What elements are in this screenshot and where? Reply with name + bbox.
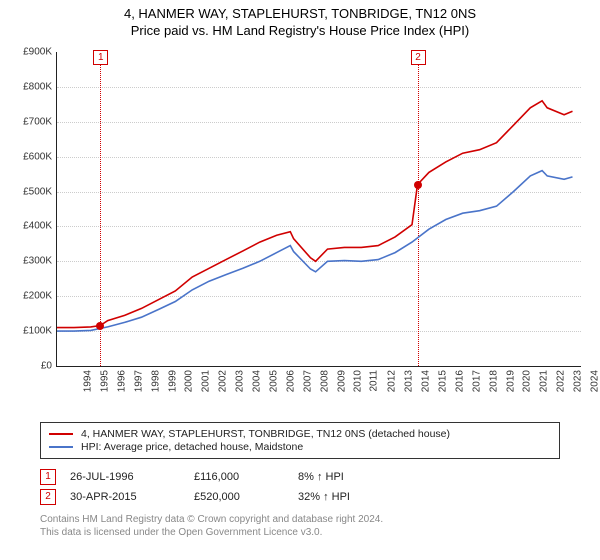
marker-badge: 1 — [93, 50, 108, 65]
legend-label: 4, HANMER WAY, STAPLEHURST, TONBRIDGE, T… — [81, 428, 450, 440]
sale-price: £520,000 — [194, 491, 284, 503]
series-svg — [57, 52, 581, 366]
series-hpi — [57, 171, 573, 332]
x-axis-label: 1995 — [99, 370, 110, 392]
x-axis-label: 1997 — [133, 370, 144, 392]
sale-badge: 2 — [40, 489, 56, 505]
sale-badge: 1 — [40, 469, 56, 485]
x-axis-label: 2022 — [556, 370, 567, 392]
x-axis-label: 2014 — [420, 370, 431, 392]
x-axis-label: 2009 — [336, 370, 347, 392]
x-axis-label: 2021 — [539, 370, 550, 392]
x-axis-label: 2007 — [302, 370, 313, 392]
x-axis-label: 2008 — [319, 370, 330, 392]
attribution: Contains HM Land Registry data © Crown c… — [40, 513, 560, 539]
x-axis-label: 1999 — [167, 370, 178, 392]
x-axis-label: 2004 — [251, 370, 262, 392]
y-axis-label: £200K — [2, 291, 52, 302]
sale-price: £116,000 — [194, 471, 284, 483]
marker-dot — [96, 322, 104, 330]
x-axis-label: 2015 — [437, 370, 448, 392]
attribution-line2: This data is licensed under the Open Gov… — [40, 526, 560, 539]
sale-hpi: 8% ↑ HPI — [298, 471, 344, 483]
legend-box: 4, HANMER WAY, STAPLEHURST, TONBRIDGE, T… — [40, 422, 560, 459]
x-axis-label: 2018 — [488, 370, 499, 392]
x-axis-label: 2020 — [522, 370, 533, 392]
chart-title-line1: 4, HANMER WAY, STAPLEHURST, TONBRIDGE, T… — [0, 6, 600, 21]
marker-badge: 2 — [411, 50, 426, 65]
chart-title-line2: Price paid vs. HM Land Registry's House … — [0, 23, 600, 38]
x-axis-label: 2017 — [471, 370, 482, 392]
y-axis-label: £100K — [2, 326, 52, 337]
y-axis-label: £800K — [2, 81, 52, 92]
x-axis-label: 2005 — [268, 370, 279, 392]
x-axis-label: 2010 — [353, 370, 364, 392]
sale-row: 2 30-APR-2015 £520,000 32% ↑ HPI — [40, 489, 560, 505]
chart-area: 12 £0£100K£200K£300K£400K£500K£600K£700K… — [0, 46, 600, 416]
x-axis-label: 2013 — [403, 370, 414, 392]
sale-row: 1 26-JUL-1996 £116,000 8% ↑ HPI — [40, 469, 560, 485]
sale-hpi: 32% ↑ HPI — [298, 491, 350, 503]
x-axis-label: 2023 — [572, 370, 583, 392]
plot-area: 12 — [56, 52, 581, 367]
sale-date: 30-APR-2015 — [70, 491, 180, 503]
x-axis-label: 2000 — [184, 370, 195, 392]
legend-swatch — [49, 433, 73, 435]
marker-dot — [414, 181, 422, 189]
y-axis-label: £300K — [2, 256, 52, 267]
x-axis-label: 1998 — [150, 370, 161, 392]
legend-and-footer: 4, HANMER WAY, STAPLEHURST, TONBRIDGE, T… — [40, 422, 560, 539]
y-axis-label: £400K — [2, 221, 52, 232]
attribution-line1: Contains HM Land Registry data © Crown c… — [40, 513, 560, 526]
series-price-paid — [57, 101, 573, 328]
x-axis-label: 1996 — [116, 370, 127, 392]
y-axis-label: £700K — [2, 116, 52, 127]
sales-table: 1 26-JUL-1996 £116,000 8% ↑ HPI 2 30-APR-2015… — [40, 469, 560, 505]
x-axis-label: 2012 — [387, 370, 398, 392]
chart-container: 4, HANMER WAY, STAPLEHURST, TONBRIDGE, T… — [0, 0, 600, 560]
legend-label: HPI: Average price, detached house, Maid… — [81, 441, 303, 453]
x-axis-label: 2001 — [201, 370, 212, 392]
legend-swatch — [49, 446, 73, 448]
y-axis-label: £600K — [2, 151, 52, 162]
y-axis-label: £500K — [2, 186, 52, 197]
x-axis-label: 2002 — [217, 370, 228, 392]
x-axis-label: 2006 — [285, 370, 296, 392]
x-axis-label: 2024 — [589, 370, 600, 392]
x-axis-label: 2003 — [234, 370, 245, 392]
legend-row: 4, HANMER WAY, STAPLEHURST, TONBRIDGE, T… — [49, 428, 551, 440]
x-axis-label: 2011 — [369, 370, 380, 392]
x-axis-label: 2019 — [505, 370, 516, 392]
x-axis-label: 2016 — [454, 370, 465, 392]
y-axis-label: £0 — [2, 361, 52, 372]
x-axis-label: 1994 — [82, 370, 93, 392]
title-block: 4, HANMER WAY, STAPLEHURST, TONBRIDGE, T… — [0, 0, 600, 38]
y-axis-label: £900K — [2, 47, 52, 58]
sale-date: 26-JUL-1996 — [70, 471, 180, 483]
legend-row: HPI: Average price, detached house, Maid… — [49, 441, 551, 453]
